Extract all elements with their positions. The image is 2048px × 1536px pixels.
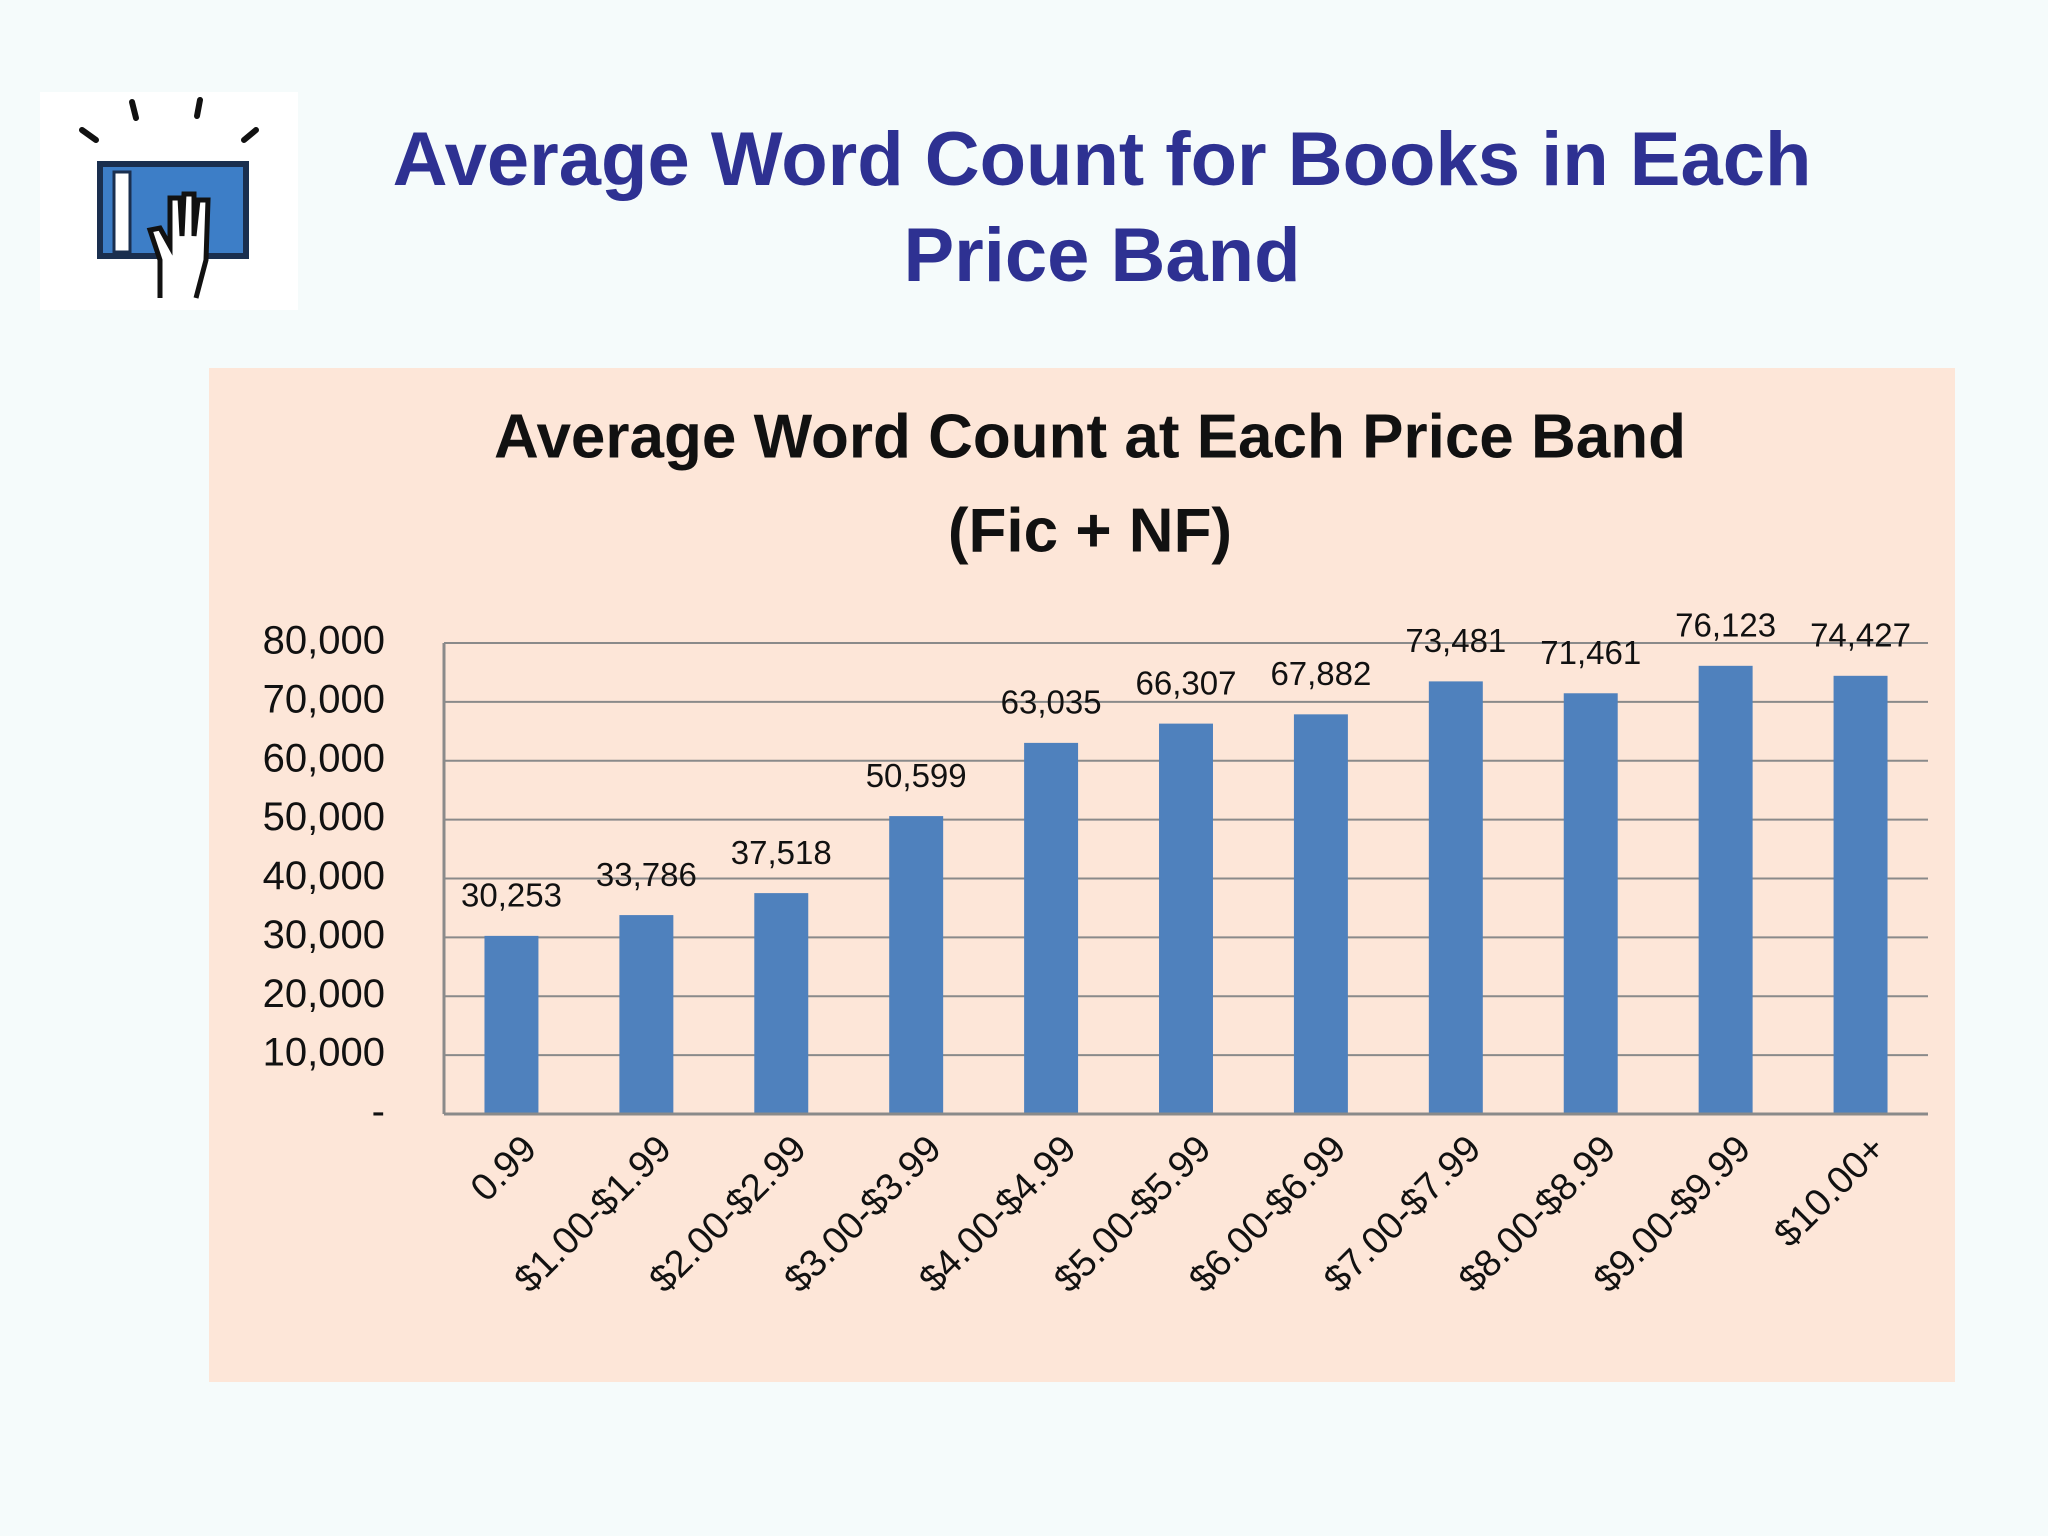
- bar: [889, 816, 944, 1114]
- value-label: 66,307: [1136, 664, 1237, 701]
- bar: [1563, 693, 1618, 1114]
- y-tick-label: 50,000: [263, 795, 385, 839]
- bar: [1833, 675, 1888, 1114]
- value-label: 33,786: [596, 856, 697, 893]
- icon-ray: [79, 127, 99, 143]
- bar: [1428, 681, 1483, 1114]
- icon-ray: [129, 99, 139, 121]
- value-label: 71,461: [1540, 634, 1641, 671]
- bar: [1293, 714, 1348, 1114]
- value-label: 30,253: [461, 877, 562, 914]
- icon-ray: [194, 97, 203, 119]
- value-label: 37,518: [731, 834, 832, 871]
- value-label: 63,035: [1001, 684, 1102, 721]
- value-label: 76,123: [1675, 607, 1776, 644]
- value-label: 67,882: [1270, 655, 1371, 692]
- y-tick-label: 40,000: [263, 854, 385, 898]
- bar: [484, 935, 539, 1114]
- icon-pages: [112, 170, 132, 254]
- bar: [1159, 723, 1213, 1114]
- y-tick-label: -: [372, 1090, 385, 1134]
- chart-panel: [209, 368, 1955, 1382]
- y-tick-label: 60,000: [263, 736, 385, 780]
- value-label: 73,481: [1405, 622, 1506, 659]
- slide-title: Average Word Count for Books in Each Pri…: [392, 117, 1812, 298]
- chart-subtitle: (Fic + NF): [948, 496, 1232, 565]
- bar: [619, 915, 674, 1114]
- icon-hand: [146, 191, 211, 299]
- y-tick-label: 10,000: [263, 1031, 385, 1075]
- bar: [754, 893, 809, 1114]
- y-tick-label: 30,000: [263, 913, 385, 957]
- chart-title: Average Word Count at Each Price Band: [494, 402, 1686, 471]
- bar: [1024, 742, 1079, 1114]
- y-tick-label: 70,000: [263, 677, 385, 721]
- book-icon: [40, 92, 298, 310]
- value-label: 50,599: [866, 757, 967, 794]
- bar: [1698, 665, 1753, 1114]
- value-label: 74,427: [1810, 617, 1911, 654]
- icon-ray: [241, 127, 259, 143]
- y-tick-label: 20,000: [263, 972, 385, 1016]
- y-tick-label: 80,000: [263, 619, 385, 663]
